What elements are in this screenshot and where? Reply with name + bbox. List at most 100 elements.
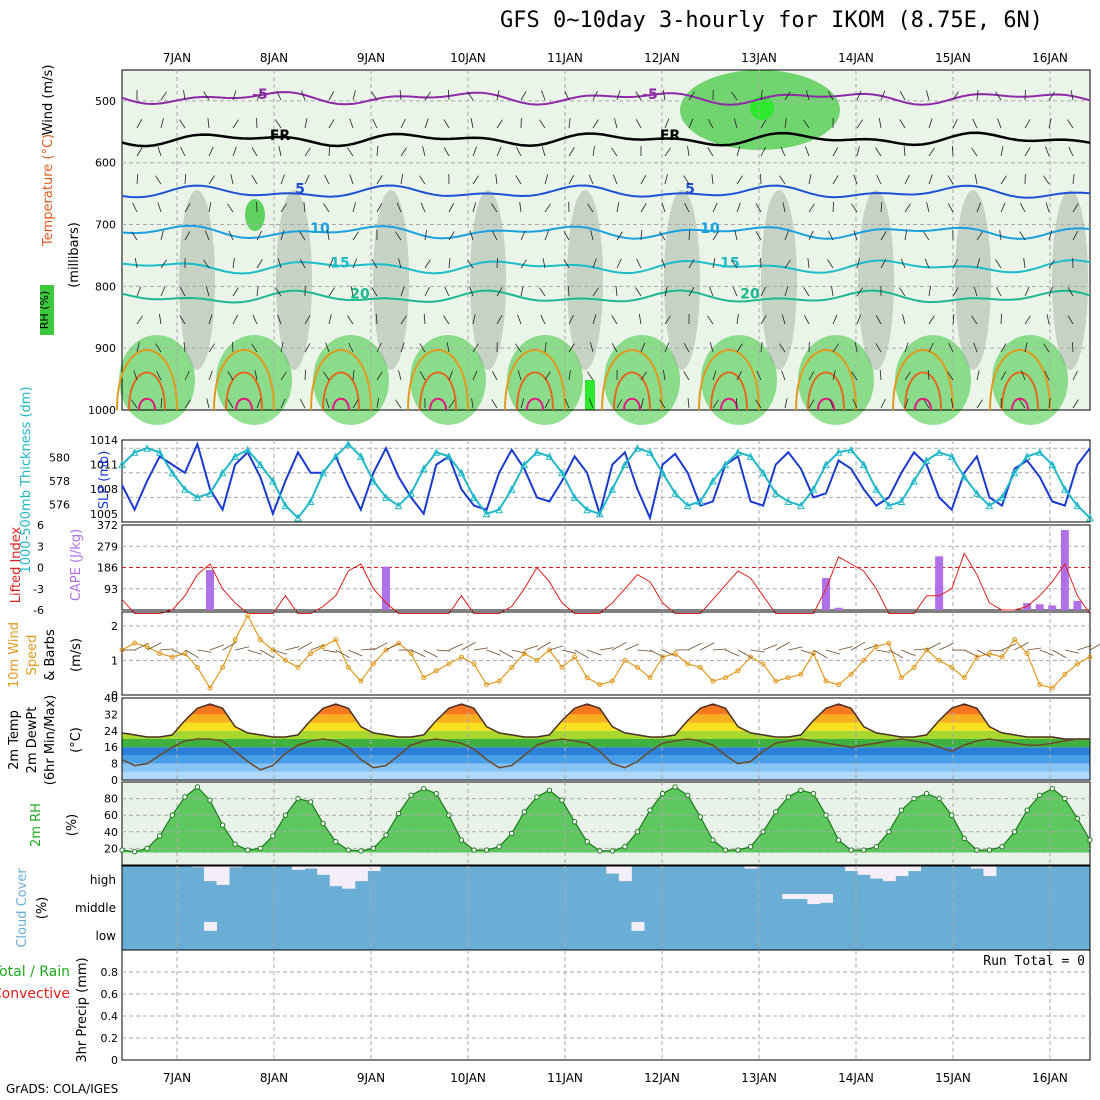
wind-speed-marker: [1087, 654, 1093, 660]
wind-barb: [707, 315, 714, 325]
cloud-clear-bar: [304, 866, 318, 869]
wind-barb: [732, 286, 738, 297]
wind-barb: [516, 146, 522, 157]
wind-barb: [568, 343, 575, 353]
wind-barb: [976, 231, 983, 241]
wind-barb: [136, 342, 140, 353]
cloud-clear-bar: [216, 866, 230, 885]
wind-barb: [640, 229, 643, 241]
rh-blob: [955, 190, 991, 370]
rh2m-tick: 20: [104, 842, 118, 855]
rh-marker: [446, 812, 452, 818]
wind-barb: [688, 118, 694, 129]
rh-blob: [245, 199, 265, 231]
slp-tick: 1014: [90, 434, 118, 447]
thickness-marker: [432, 448, 441, 456]
bl-temp-contour: [225, 371, 263, 411]
wind-barb: [856, 258, 860, 269]
wind-barb: [1043, 175, 1050, 185]
wind-barb: [808, 230, 814, 241]
wind-barb: [952, 287, 959, 297]
wind-barb: [280, 398, 286, 409]
rh-marker: [257, 845, 263, 852]
thickness-marker: [935, 448, 943, 456]
wind-barb: [688, 91, 695, 101]
wind-barb: [471, 398, 474, 409]
wind-barb: [875, 315, 882, 325]
wind-barb: [904, 230, 908, 241]
wind-speed-marker: [924, 647, 930, 653]
wind-barb: [736, 175, 743, 185]
thickness-marker: [470, 493, 478, 501]
thickness-marker: [595, 509, 604, 518]
cape-bar: [1035, 604, 1044, 610]
wind-barb: [808, 203, 815, 213]
temp-band: [122, 763, 1090, 772]
wind-barb: [564, 398, 570, 409]
wind-barb: [640, 175, 647, 185]
rh-marker: [182, 794, 188, 800]
wind-barb: [328, 119, 335, 129]
wind-barb: [327, 230, 330, 241]
bl-temp-contour: [914, 397, 932, 411]
thickness-marker: [482, 509, 491, 518]
wind-barb: [1072, 341, 1074, 353]
wind-barb: [683, 371, 690, 381]
precip-legend-convective: Convective: [0, 986, 70, 1002]
wind-barb: [347, 315, 354, 325]
wind-barb: [780, 146, 786, 157]
rh-marker: [534, 794, 540, 800]
wind-barb: [952, 91, 959, 101]
wind-barb: [832, 147, 839, 157]
rh-marker: [722, 847, 729, 853]
rh-marker: [219, 822, 226, 828]
date-label-bottom: 16JAN: [1032, 1071, 1068, 1085]
date-label-top: 15JAN: [935, 51, 971, 65]
bl-temp-contour: [807, 371, 845, 411]
wind-barb: [687, 146, 690, 157]
wind-barb: [544, 230, 549, 241]
thickness-marker: [859, 460, 868, 469]
wind-barb: [517, 370, 522, 381]
wind-speed-marker: [1049, 685, 1055, 691]
wind-barb: [664, 118, 670, 129]
wind-barb: [663, 370, 666, 381]
rh-marker: [483, 847, 490, 853]
surface-wind-barb: [926, 642, 941, 651]
bl-temp-contour: [332, 397, 350, 411]
wind-speed-marker: [509, 664, 515, 670]
wind-barb: [232, 314, 238, 325]
wind-barb: [784, 91, 791, 101]
wind-barb: [1070, 90, 1074, 101]
temp-ylabel-1: 2m Temp: [7, 710, 22, 770]
wind-barb: [520, 230, 526, 241]
thickness-marker: [382, 493, 390, 501]
wind-barb: [136, 147, 143, 157]
rh-marker: [974, 847, 980, 853]
wind10m-tick: 0: [111, 689, 118, 702]
wind-barb: [1067, 119, 1074, 129]
thickness-marker: [369, 476, 378, 485]
surface-wind-barb: [587, 649, 602, 656]
rh2m-tick: 60: [104, 809, 118, 822]
series-slp: [121, 441, 1091, 522]
wind-barb: [301, 90, 306, 101]
cape-bar: [1048, 605, 1057, 610]
wind-barb: [995, 259, 1002, 269]
wind-barb: [160, 118, 164, 129]
pressure-tick: 900: [95, 342, 116, 355]
bl-temp-contour: [213, 349, 275, 411]
wind-barb: [760, 342, 763, 353]
wind-speed-marker: [370, 661, 376, 667]
temp-contour-label: 20: [350, 286, 370, 302]
rh-marker: [131, 849, 138, 855]
date-label-top: 7JAN: [163, 51, 191, 65]
wind-barb: [875, 147, 882, 157]
rh2m-tick: 80: [104, 793, 118, 806]
wind-barb: [688, 259, 695, 269]
surface-wind-barb: [863, 644, 878, 651]
wind-speed-marker: [1074, 661, 1080, 667]
wind-speed-marker: [308, 651, 314, 656]
surface-wind-barb: [888, 649, 904, 659]
wind-barb: [422, 146, 426, 157]
